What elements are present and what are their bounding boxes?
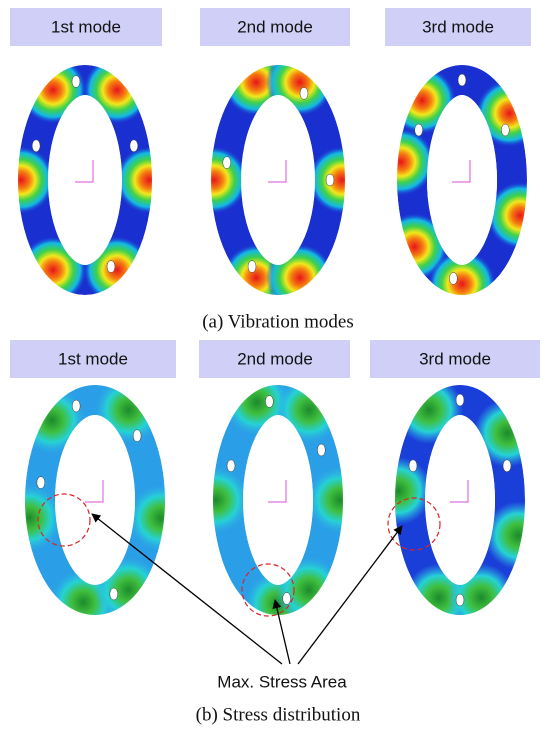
lobe [395,376,463,444]
hole [130,140,138,152]
axis-icon [75,160,93,182]
lobe [95,376,163,444]
mode-label: 3rd mode [422,17,494,36]
hole [458,74,466,86]
lobe [308,146,376,214]
lobe [266,244,334,312]
lobe [19,56,87,124]
hole [227,460,235,472]
hole [72,76,80,88]
hole [317,444,325,456]
annotation: Max. Stress Area [217,672,347,691]
hole [133,430,141,442]
axis-icon [450,480,468,502]
axis-icon [452,160,470,182]
lobe [388,66,456,134]
ring [182,368,374,638]
ring [180,48,376,311]
lobe [19,236,87,304]
lobe [275,376,343,444]
axis-icon [85,480,103,502]
mode-label: 1st mode [58,349,128,368]
hole [456,594,464,606]
lobe [180,146,248,214]
lobe [18,386,86,454]
lobe [473,399,541,467]
lobe [83,56,151,124]
hole [415,124,423,136]
lobe [95,556,163,624]
ring [0,376,195,636]
lobe [484,502,552,570]
lobe [364,457,432,525]
lobe [367,128,435,196]
hole [265,396,273,408]
hole [32,140,40,152]
hole [72,400,80,412]
mode-label: 2nd mode [237,17,313,36]
caption: (a) Vibration modes [202,311,354,332]
lobe [428,250,496,318]
lobe [275,556,343,624]
axis-icon [268,480,286,502]
hole [248,261,256,273]
hole [501,124,509,136]
lobe [306,466,374,534]
hole [456,394,464,406]
hole [110,588,118,600]
hole [37,477,45,489]
lobe [83,236,151,304]
lobe [475,79,543,147]
hole [326,174,334,186]
lobe [115,146,183,214]
hole [223,157,231,169]
hole [107,261,115,273]
hole [283,592,291,604]
figure: 1st mode 2nd mode 3rd mode (a) Vibration… [0,0,557,734]
ring [364,376,552,632]
caption: (b) Stress distribution [196,704,361,725]
axis-icon [268,160,286,182]
hole [503,460,511,472]
mode-label: 1st mode [51,17,121,36]
ring [0,56,183,304]
mode-label: 2nd mode [237,349,313,368]
mode-label: 3rd mode [419,349,491,368]
hole [449,272,457,284]
ring [367,66,554,318]
hole [300,87,308,99]
lobe [486,182,554,250]
lobe [182,466,250,534]
hole [409,460,417,472]
lobe [266,48,334,116]
